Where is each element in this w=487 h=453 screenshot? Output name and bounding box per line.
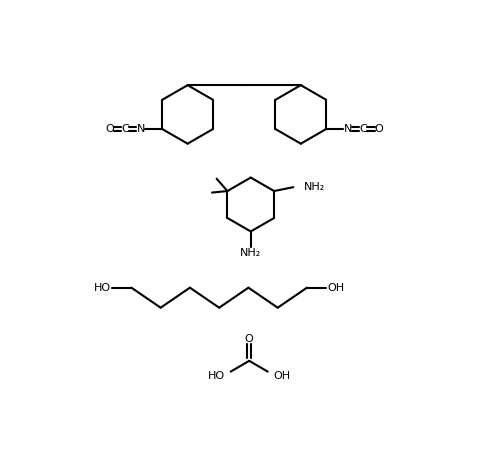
Text: N: N [343, 124, 352, 134]
Text: C: C [359, 124, 367, 134]
Text: O: O [106, 124, 114, 134]
Text: O: O [245, 334, 254, 344]
Text: O: O [374, 124, 383, 134]
Text: HO: HO [94, 283, 111, 293]
Text: OH: OH [328, 283, 345, 293]
Text: NH₂: NH₂ [240, 248, 262, 258]
Text: C: C [121, 124, 129, 134]
Text: OH: OH [274, 371, 291, 381]
Text: NH₂: NH₂ [304, 182, 325, 192]
Text: N: N [136, 124, 145, 134]
Text: HO: HO [207, 371, 225, 381]
